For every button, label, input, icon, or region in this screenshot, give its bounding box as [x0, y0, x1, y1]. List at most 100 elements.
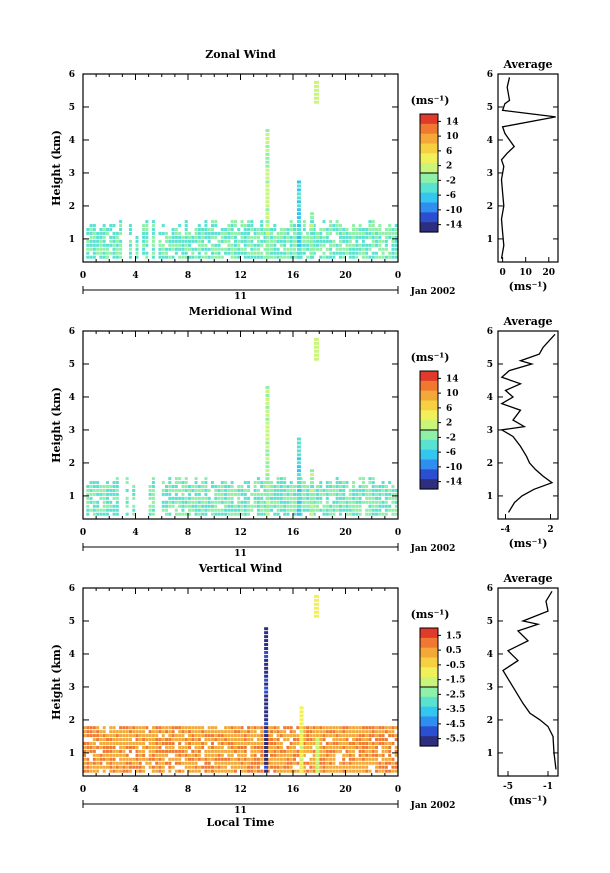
- heat-cell: [178, 512, 182, 516]
- heat-cell: [151, 734, 155, 738]
- heat-cell: [358, 492, 362, 496]
- heat-cell: [171, 738, 175, 742]
- heat-cell: [355, 741, 359, 745]
- heat-cell: [112, 255, 116, 259]
- heat-cell: [345, 500, 349, 504]
- heat-cell: [145, 761, 149, 765]
- heat-cell: [345, 251, 349, 255]
- heat-cell: [201, 734, 205, 738]
- heat-cell: [115, 235, 119, 239]
- heat-cell: [158, 738, 162, 742]
- heat-cell: [345, 227, 349, 231]
- heat-cell: [265, 188, 270, 192]
- heat-cell: [230, 738, 234, 742]
- heat-cell: [264, 734, 269, 738]
- heat-cell: [276, 734, 280, 738]
- heat-cell: [302, 726, 306, 730]
- heat-cell: [335, 231, 339, 235]
- heat-cell: [270, 730, 274, 734]
- heat-cell: [214, 749, 218, 753]
- heat-cell: [279, 496, 283, 500]
- heat-cell: [388, 730, 392, 734]
- heat-cell: [325, 508, 329, 512]
- heat-cell: [348, 730, 352, 734]
- heat-cell: [165, 753, 169, 757]
- heat-cell: [335, 765, 339, 769]
- heat-cell: [102, 734, 106, 738]
- heat-cell: [256, 757, 260, 761]
- heat-cell: [220, 749, 224, 753]
- heat-cell: [264, 698, 269, 702]
- heat-cell: [210, 247, 214, 251]
- heat-cell: [165, 492, 169, 496]
- heat-cell: [322, 492, 326, 496]
- heat-cell: [368, 227, 372, 231]
- heat-cell: [233, 255, 237, 259]
- heat-cell: [168, 492, 172, 496]
- heat-cell: [329, 251, 333, 255]
- heat-cell: [214, 231, 218, 235]
- heat-cell: [309, 745, 313, 749]
- heat-cell: [265, 465, 270, 469]
- heat-cell: [174, 235, 178, 239]
- heat-cell: [201, 481, 205, 485]
- heat-cell: [314, 88, 319, 92]
- heat-cell: [322, 726, 326, 730]
- heat-cell: [260, 500, 264, 504]
- heat-cell: [315, 247, 319, 251]
- heat-cell: [332, 761, 336, 765]
- heat-cell: [220, 484, 224, 488]
- heat-cell: [264, 678, 269, 682]
- heat-cell: [181, 761, 185, 765]
- heat-cell: [210, 730, 214, 734]
- heat-cell: [158, 769, 162, 773]
- heat-cell: [309, 761, 313, 765]
- heat-cell: [342, 488, 346, 492]
- heat-cell: [115, 247, 119, 251]
- heat-cell: [270, 481, 274, 485]
- heat-cell: [329, 512, 333, 516]
- heat-cell: [204, 484, 208, 488]
- heat-cell: [112, 243, 116, 247]
- heat-cell: [243, 753, 247, 757]
- heat-cell: [233, 488, 237, 492]
- heat-cell: [391, 243, 395, 247]
- heat-cell: [329, 488, 333, 492]
- heat-cell: [265, 227, 270, 231]
- heat-cell: [148, 512, 152, 516]
- heat-cell: [256, 227, 260, 231]
- heat-cell: [314, 614, 319, 618]
- heat-cell: [352, 512, 356, 516]
- heat-cell: [332, 500, 336, 504]
- heat-cell: [132, 734, 136, 738]
- heat-cell: [178, 738, 182, 742]
- heat-cell: [115, 730, 119, 734]
- heat-cell: [265, 224, 270, 228]
- heat-cell: [352, 224, 356, 228]
- heat-cell: [302, 504, 306, 508]
- heat-cell: [184, 231, 188, 235]
- heat-cell: [306, 734, 310, 738]
- heat-cell: [319, 745, 323, 749]
- heat-cell: [227, 726, 231, 730]
- heat-cell: [158, 251, 162, 255]
- heat-cell: [240, 726, 244, 730]
- heat-cell: [161, 738, 165, 742]
- colorbar-segment: [420, 159, 438, 164]
- heat-cell: [265, 212, 270, 216]
- heat-cell: [174, 243, 178, 247]
- heat-cell: [345, 512, 349, 516]
- heat-cell: [279, 477, 283, 481]
- heat-cell: [210, 231, 214, 235]
- heat-cell: [338, 243, 342, 247]
- colorbar-tick-label: -2: [446, 176, 456, 186]
- heat-cell: [338, 749, 342, 753]
- heat-cell: [312, 508, 316, 512]
- heat-cell: [214, 496, 218, 500]
- heat-cell: [230, 251, 234, 255]
- heat-cell: [135, 726, 139, 730]
- heat-cell: [86, 247, 90, 251]
- heat-cell: [230, 500, 234, 504]
- profile-x-tick-label: 10: [519, 268, 532, 278]
- heat-cell: [204, 224, 208, 228]
